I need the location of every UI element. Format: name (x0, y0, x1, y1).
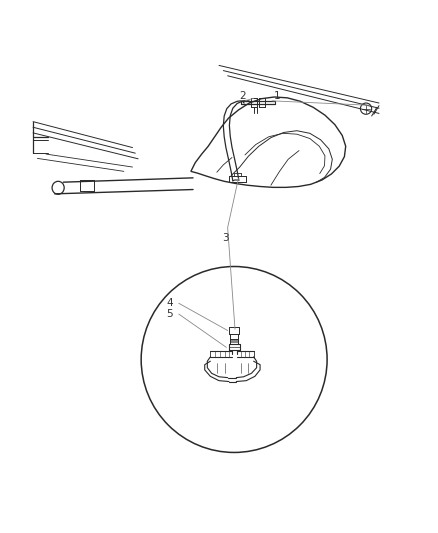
Text: 2: 2 (240, 91, 246, 101)
Text: 3: 3 (222, 233, 229, 244)
Text: 4: 4 (166, 298, 173, 308)
Text: 1: 1 (274, 91, 281, 101)
Text: 5: 5 (166, 309, 173, 319)
